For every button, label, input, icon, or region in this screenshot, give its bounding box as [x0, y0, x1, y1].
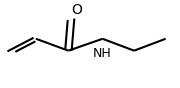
Text: O: O	[71, 3, 82, 17]
Text: NH: NH	[92, 47, 111, 60]
